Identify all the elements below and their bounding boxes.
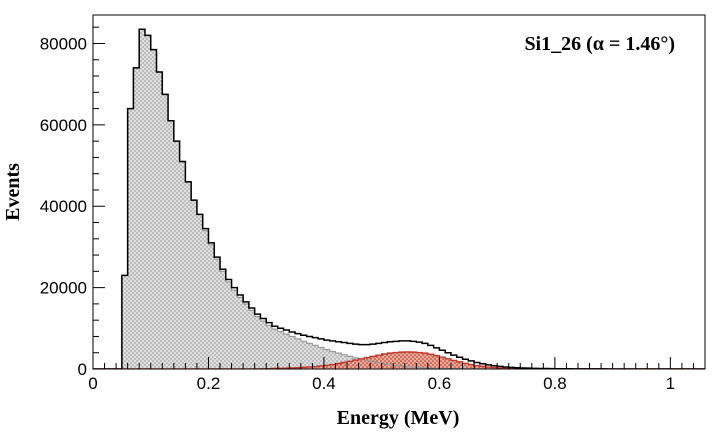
y-tick-label: 40000	[40, 197, 87, 216]
x-tick-label: 0.4	[312, 374, 336, 393]
y-tick-label: 0	[78, 360, 87, 379]
plot-area	[93, 28, 705, 369]
x-tick-label: 0.2	[197, 374, 221, 393]
x-tick-label: 0.8	[543, 374, 567, 393]
x-axis-ticks: 0 0.2 0.4 0.6 0.8 1	[88, 357, 706, 393]
y-tick-label: 20000	[40, 279, 87, 298]
x-tick-label: 0	[88, 374, 97, 393]
x-tick-label: 0.6	[428, 374, 452, 393]
y-tick-label: 80000	[40, 34, 87, 53]
y-axis-ticks: 0 20000 40000 60000 80000	[40, 26, 105, 379]
x-axis-title: Energy (MeV)	[337, 407, 460, 429]
plot-frame	[92, 14, 706, 370]
chart-annotation: Si1_26 (α = 1.46°)	[524, 33, 675, 55]
red-component-outline	[93, 351, 705, 369]
gray-component-fill	[93, 29, 705, 369]
red-component-fill	[93, 351, 705, 369]
y-axis-title: Events	[2, 163, 24, 221]
y-tick-label: 60000	[40, 116, 87, 135]
x-tick-label: 1	[666, 374, 675, 393]
